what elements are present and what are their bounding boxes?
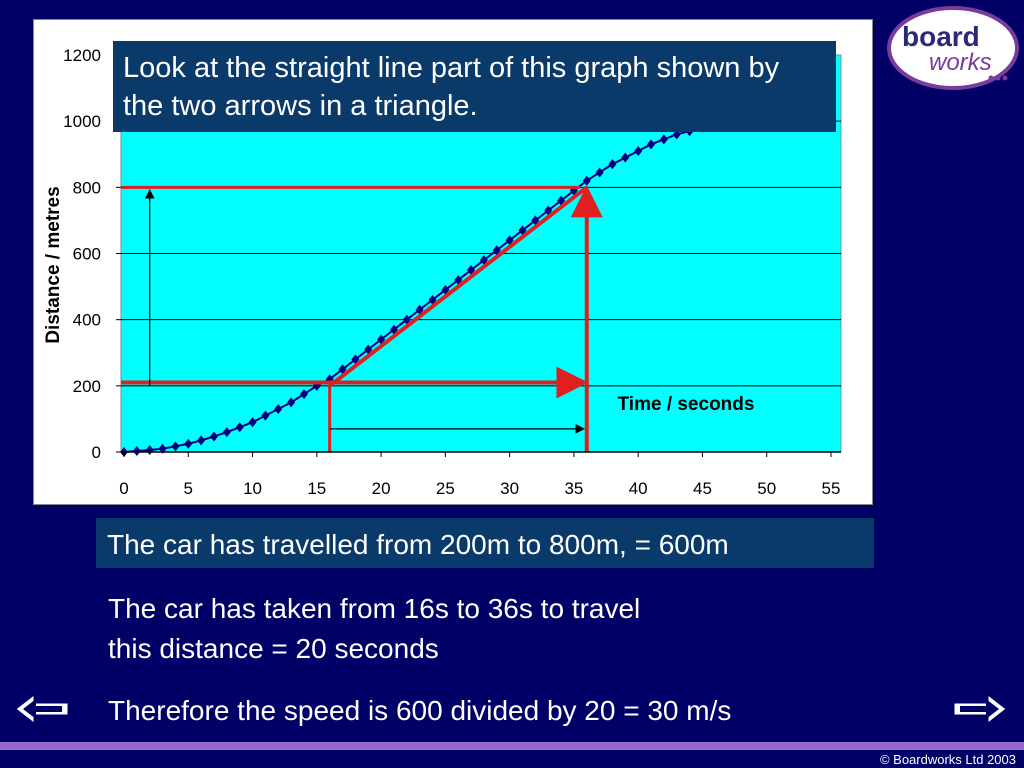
data-point — [209, 431, 218, 442]
data-point — [222, 427, 231, 438]
x-tick-label: 40 — [629, 479, 648, 498]
data-point — [415, 304, 424, 315]
svg-text:works: works — [929, 49, 992, 76]
y-tick-label: 1000 — [63, 112, 101, 131]
left-arrow-icon[interactable] — [14, 692, 70, 726]
data-point — [531, 215, 540, 226]
speed-statement: Therefore the speed is 600 divided by 20… — [108, 695, 732, 726]
data-point — [479, 255, 488, 266]
data-point — [518, 225, 527, 236]
data-point — [505, 235, 514, 246]
data-point — [647, 139, 656, 150]
data-point — [197, 435, 206, 446]
x-tick-label: 10 — [243, 479, 262, 498]
data-point — [557, 195, 566, 206]
y-tick-label: 200 — [73, 377, 101, 396]
data-point — [287, 397, 296, 408]
x-tick-label: 55 — [822, 479, 841, 498]
y-tick-label: 1200 — [63, 46, 101, 65]
right-arrow-icon[interactable] — [952, 692, 1008, 726]
y-tick-label: 400 — [73, 311, 101, 330]
data-point — [492, 245, 501, 256]
time-statement-line2: this distance = 20 seconds — [108, 633, 439, 664]
data-point — [621, 152, 630, 163]
data-point — [377, 334, 386, 345]
y-tick-label: 0 — [92, 443, 101, 462]
data-point — [454, 274, 463, 285]
data-point — [351, 354, 360, 365]
x-tick-label: 20 — [372, 479, 391, 498]
data-point — [544, 205, 553, 216]
y-axis-label: Distance / metres — [43, 186, 64, 343]
callout-text: Look at the straight line part of this g… — [123, 52, 780, 122]
data-point — [171, 441, 180, 452]
data-point — [299, 389, 308, 400]
gradient-line — [328, 185, 588, 388]
x-tick-label: 5 — [184, 479, 193, 498]
highlight-box — [96, 518, 874, 568]
distance-statement: The car has travelled from 200m to 800m,… — [107, 529, 729, 560]
data-point — [338, 364, 347, 375]
data-point — [441, 284, 450, 295]
data-point — [672, 129, 681, 140]
y-tick-label: 600 — [73, 245, 101, 264]
data-point — [248, 417, 257, 428]
data-point — [261, 410, 270, 421]
data-point — [235, 422, 244, 433]
boardworks-logo: board works — [887, 6, 1019, 90]
x-tick-label: 35 — [564, 479, 583, 498]
data-point — [402, 314, 411, 325]
data-point — [389, 324, 398, 335]
data-point — [428, 294, 437, 305]
callout-box: Look at the straight line part of this g… — [113, 41, 836, 132]
data-point — [608, 159, 617, 170]
svg-text:board: board — [902, 21, 980, 52]
data-point — [364, 344, 373, 355]
x-tick-label: 50 — [757, 479, 776, 498]
data-point — [582, 175, 591, 186]
data-point — [132, 446, 141, 457]
data-point — [158, 443, 167, 454]
x-tick-label: 0 — [119, 479, 128, 498]
x-tick-label: 15 — [307, 479, 326, 498]
x-tick-label: 45 — [693, 479, 712, 498]
x-tick-label: 25 — [436, 479, 455, 498]
data-point — [595, 167, 604, 178]
footer-bar — [0, 742, 1024, 750]
data-point — [634, 145, 643, 156]
data-point — [467, 265, 476, 276]
time-statement-line1: The car has taken from 16s to 36s to tra… — [108, 593, 641, 624]
x-axis-label: Time / seconds — [618, 394, 755, 415]
data-point — [659, 134, 668, 145]
data-point — [184, 438, 193, 449]
copyright-text: © Boardworks Ltd 2003 — [879, 752, 1016, 767]
y-tick-label: 800 — [73, 178, 101, 197]
x-tick-label: 30 — [500, 479, 519, 498]
data-point — [274, 403, 283, 414]
